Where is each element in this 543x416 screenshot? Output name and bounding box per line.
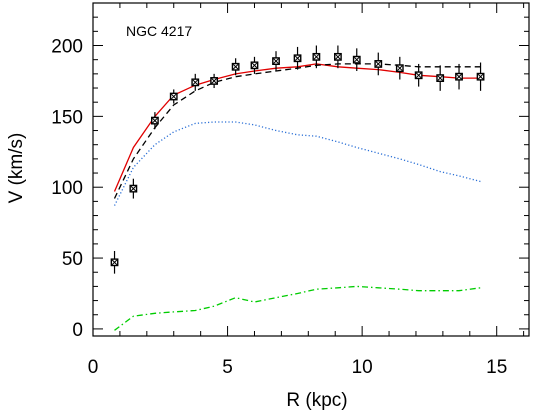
data-point (129, 178, 138, 199)
data-point (395, 56, 404, 80)
data-point (250, 56, 259, 74)
data-point (352, 48, 361, 72)
point-cross (130, 185, 137, 192)
data-point (414, 63, 423, 87)
point-cross (232, 64, 239, 70)
point-cross (397, 65, 403, 71)
x-tick-label: 15 (486, 357, 507, 378)
y-tick-label: 100 (51, 178, 83, 199)
x-tick-labels: 0 5 10 15 (88, 357, 508, 378)
data-point (110, 250, 119, 274)
y-tick-label: 50 (62, 249, 83, 270)
point-cross (375, 61, 382, 67)
model-curves (113, 63, 481, 331)
point-cross (437, 75, 443, 81)
y-tick-label: 150 (51, 107, 83, 128)
x-tick-label: 5 (222, 357, 233, 378)
point-cross (111, 259, 118, 266)
data-point (436, 65, 445, 91)
data-point (293, 46, 302, 70)
x-tick-label: 0 (88, 357, 99, 378)
data-point (272, 51, 280, 72)
galaxy-name-annotation: NGC 4217 (126, 23, 192, 39)
point-cross (477, 73, 484, 80)
y-axis-label: V (km/s) (6, 133, 27, 204)
data-point (334, 45, 342, 69)
y-tick-label: 200 (51, 37, 83, 58)
point-cross (335, 54, 341, 60)
observed-points (110, 45, 485, 274)
data-point (169, 89, 178, 104)
data-point (210, 73, 219, 89)
point-cross (273, 58, 279, 64)
point-cross (251, 62, 258, 69)
data-point (312, 45, 321, 69)
point-cross (313, 54, 320, 60)
gas-disk-curve (113, 121, 481, 206)
data-point (231, 58, 240, 76)
point-cross (415, 72, 422, 79)
data-point (374, 52, 383, 76)
total-model-curve (113, 63, 481, 192)
point-cross (152, 117, 158, 124)
point-cross (192, 79, 199, 86)
data-point (455, 63, 463, 90)
data-point (191, 73, 200, 91)
data-point (476, 62, 485, 91)
y-tick-labels: 0 50 100 150 200 (51, 37, 83, 341)
point-cross (211, 78, 217, 84)
point-cross (353, 56, 360, 63)
point-cross (294, 55, 301, 62)
data-point (151, 112, 159, 130)
plot-frame (92, 2, 530, 337)
y-tick-label: 0 (72, 320, 83, 341)
alternative-model-curve (113, 63, 481, 199)
halo-curve (114, 285, 481, 331)
point-cross (456, 73, 462, 80)
x-axis-label: R (kpc) (286, 390, 347, 411)
point-cross (170, 93, 177, 100)
x-tick-label: 10 (352, 357, 373, 378)
axis-ticks (92, 3, 529, 336)
